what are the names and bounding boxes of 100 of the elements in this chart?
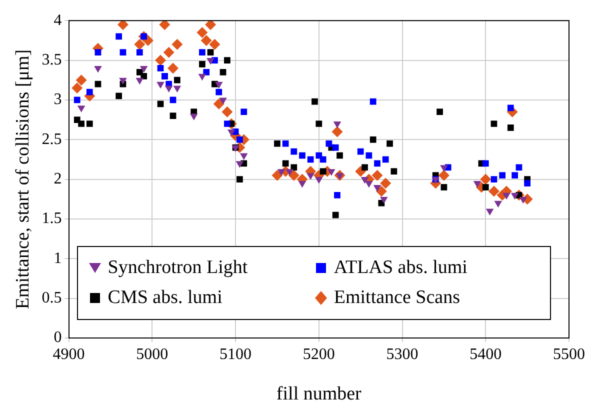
point [77, 106, 86, 112]
y-tick-label: 4 [54, 12, 62, 29]
point [200, 34, 212, 46]
point [134, 38, 146, 50]
point [357, 148, 364, 155]
point [198, 74, 206, 81]
point [240, 108, 248, 116]
point [499, 172, 506, 179]
point [196, 27, 208, 38]
x-axis-title: fill number [276, 384, 362, 405]
point [512, 172, 518, 179]
point [172, 38, 183, 50]
point [480, 174, 492, 185]
point [386, 140, 393, 147]
point [272, 170, 283, 181]
point [86, 120, 93, 127]
point [360, 177, 369, 184]
legend-label: ATLAS abs. lumi [334, 257, 468, 279]
point [116, 33, 122, 40]
point [306, 173, 314, 180]
point [334, 192, 340, 198]
point [155, 54, 166, 66]
point [156, 82, 164, 89]
point [119, 78, 127, 85]
point [227, 129, 236, 136]
point [299, 152, 306, 159]
y-tick-label: 0 [54, 329, 62, 346]
point [199, 49, 206, 56]
point [312, 98, 318, 105]
point [374, 160, 380, 167]
point [168, 62, 179, 74]
point [157, 100, 164, 108]
point [224, 57, 230, 64]
point [213, 98, 224, 110]
legend-label: Emittance Scans [334, 287, 460, 309]
point [316, 120, 322, 127]
point [236, 136, 243, 143]
point [240, 153, 248, 160]
point [236, 161, 244, 168]
point [326, 140, 332, 147]
y-tick-label: 1 [54, 250, 62, 267]
point [332, 212, 339, 218]
legend-label: CMS abs. lumi [108, 287, 222, 309]
point [328, 169, 336, 176]
point [486, 208, 494, 216]
legend-label: Synchrotron Light [108, 257, 248, 279]
x-tick-label: 5200 [302, 346, 335, 363]
y-tick-label: 2 [54, 170, 62, 188]
point [332, 144, 339, 151]
point [94, 66, 102, 73]
point [315, 177, 323, 184]
point [336, 173, 344, 180]
point [373, 184, 382, 192]
point [205, 20, 216, 30]
point [488, 186, 500, 197]
point [219, 98, 227, 104]
point [72, 82, 83, 94]
y-tick-label: 0.5 [42, 290, 62, 307]
point [298, 181, 306, 188]
x-tick-label: 4900 [52, 346, 85, 363]
point [336, 152, 343, 159]
point [224, 120, 230, 127]
x-tick-label: 5300 [386, 346, 418, 363]
point [290, 148, 298, 155]
point [288, 170, 300, 181]
y-tick-label: 3.5 [42, 51, 62, 68]
y-tick-label: 1.5 [42, 210, 62, 228]
point [209, 38, 220, 50]
point [220, 68, 226, 76]
point [207, 49, 214, 56]
point [510, 192, 519, 200]
point [74, 96, 80, 104]
point [164, 86, 173, 93]
point [370, 136, 376, 143]
point [502, 192, 510, 200]
point [78, 120, 84, 127]
point [370, 98, 376, 105]
point [140, 66, 148, 73]
x-tick-label: 5000 [136, 346, 168, 363]
point [440, 165, 448, 172]
point [440, 184, 448, 190]
point [76, 74, 87, 86]
point [117, 20, 128, 30]
point [320, 168, 326, 175]
point [157, 65, 164, 72]
point [473, 181, 482, 188]
point [203, 68, 210, 76]
point [333, 122, 342, 128]
x-tick-label: 5400 [470, 346, 502, 363]
point [376, 186, 387, 197]
point [286, 169, 294, 176]
point [116, 92, 122, 100]
point [482, 184, 489, 190]
x-tick-label: 5100 [220, 346, 252, 363]
point [332, 126, 343, 138]
point [382, 156, 389, 163]
point [490, 120, 498, 127]
point [94, 49, 102, 56]
point [524, 180, 530, 186]
point [206, 58, 214, 65]
